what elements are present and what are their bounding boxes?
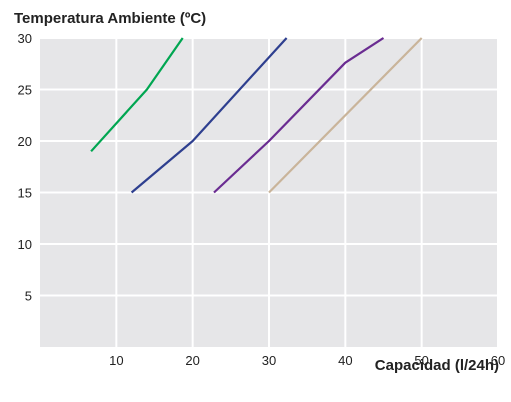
y-tick-label: 30: [18, 31, 32, 46]
y-tick-label: 5: [25, 289, 32, 304]
series-line-3: [213, 37, 385, 194]
series-line-1: [90, 37, 184, 153]
y-tick-label: 20: [18, 134, 32, 149]
x-tick-label: 20: [185, 353, 199, 368]
x-tick-label: 60: [491, 353, 505, 368]
x-tick-label: 40: [338, 353, 352, 368]
y-tick-label: 25: [18, 83, 32, 98]
x-tick-label: 50: [414, 353, 428, 368]
y-tick-label: 15: [18, 186, 32, 201]
series-line-2: [130, 37, 288, 194]
chart-title: Temperatura Ambiente (ºC): [14, 10, 207, 27]
y-tick-label: 10: [18, 237, 32, 252]
x-tick-label: 30: [262, 353, 276, 368]
x-axis-label: Capacidad (l/24h): [374, 357, 499, 374]
series-line-4: [268, 37, 423, 194]
x-tick-label: 10: [109, 353, 123, 368]
